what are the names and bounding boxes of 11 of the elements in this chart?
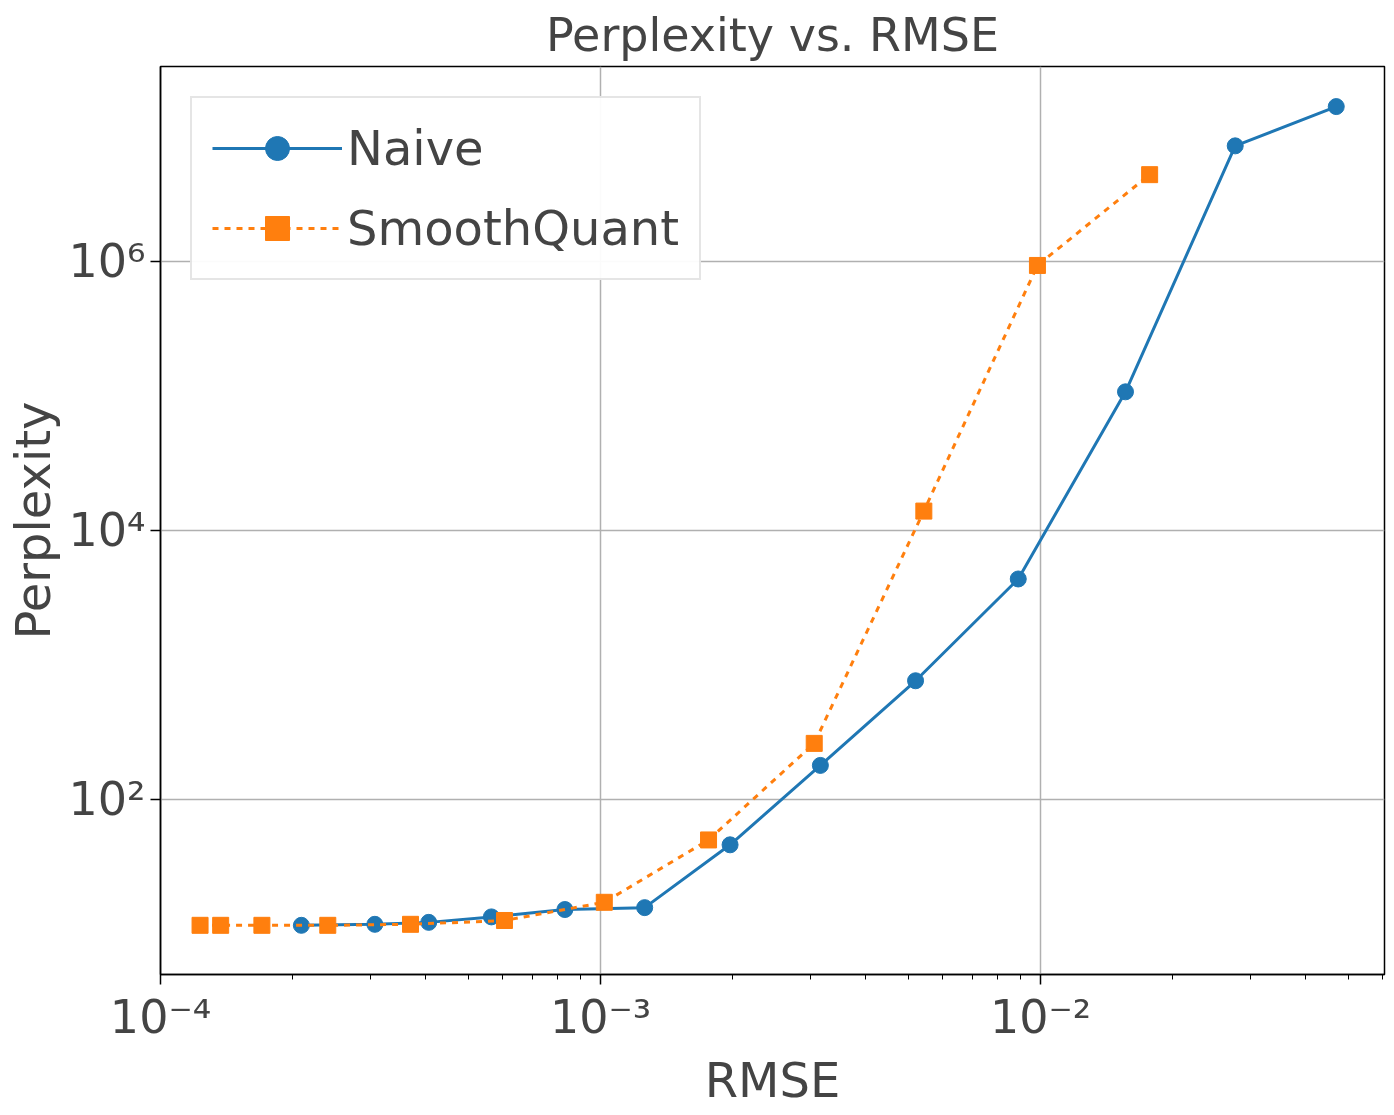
x-tick-label: 10⁻³ — [549, 989, 652, 1044]
y-tick-label: 10² — [68, 772, 146, 827]
x-axis-title: RMSE — [704, 1051, 841, 1108]
legend-label: Naive — [347, 120, 484, 176]
y-axis-title: Perplexity — [4, 401, 61, 640]
y-tick-label: 10⁴ — [68, 503, 146, 558]
chart-title: Perplexity vs. RMSE — [545, 7, 1000, 62]
y-tick-label: 10⁶ — [68, 234, 146, 289]
x-tick-label: 10⁻⁴ — [109, 989, 212, 1044]
x-tick-label: 10⁻² — [989, 989, 1092, 1044]
legend-label: SmoothQuant — [347, 200, 680, 256]
